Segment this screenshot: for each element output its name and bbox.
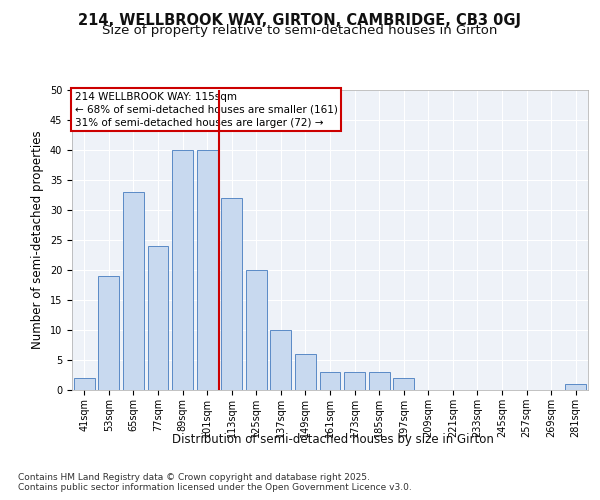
Bar [565, 384, 586, 390]
Bar [98, 276, 119, 390]
Text: 214, WELLBROOK WAY, GIRTON, CAMBRIDGE, CB3 0GJ: 214, WELLBROOK WAY, GIRTON, CAMBRIDGE, C… [79, 12, 521, 28]
Text: Contains HM Land Registry data © Crown copyright and database right 2025.: Contains HM Land Registry data © Crown c… [18, 472, 370, 482]
Bar [148, 246, 169, 390]
Bar [320, 372, 340, 390]
Text: Contains public sector information licensed under the Open Government Licence v3: Contains public sector information licen… [18, 484, 412, 492]
Y-axis label: Number of semi-detached properties: Number of semi-detached properties [31, 130, 44, 350]
Bar [295, 354, 316, 390]
Bar [246, 270, 267, 390]
Bar [221, 198, 242, 390]
Text: 214 WELLBROOK WAY: 115sqm
← 68% of semi-detached houses are smaller (161)
31% of: 214 WELLBROOK WAY: 115sqm ← 68% of semi-… [74, 92, 337, 128]
Text: Distribution of semi-detached houses by size in Girton: Distribution of semi-detached houses by … [172, 432, 494, 446]
Text: Size of property relative to semi-detached houses in Girton: Size of property relative to semi-detach… [103, 24, 497, 37]
Bar [344, 372, 365, 390]
Bar [271, 330, 292, 390]
Bar [172, 150, 193, 390]
Bar [368, 372, 389, 390]
Bar [197, 150, 218, 390]
Bar [123, 192, 144, 390]
Bar [74, 378, 95, 390]
Bar [393, 378, 414, 390]
